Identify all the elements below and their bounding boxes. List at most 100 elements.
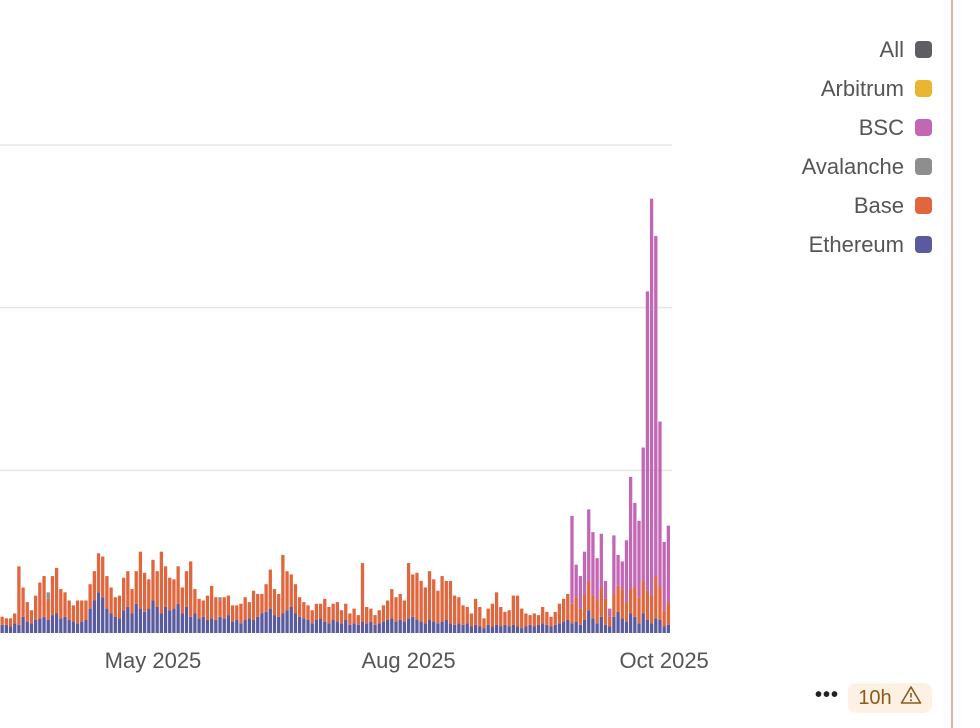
bar-segment-base[interactable]: [151, 559, 155, 601]
bar-stack[interactable]: [398, 593, 402, 633]
bar-stack[interactable]: [520, 608, 524, 633]
bar-segment-base[interactable]: [205, 595, 210, 620]
bar-segment-base[interactable]: [67, 600, 71, 620]
bar-stack[interactable]: [75, 600, 80, 633]
bar-stack[interactable]: [524, 613, 528, 633]
bar-stack[interactable]: [235, 605, 239, 633]
bar-segment-base[interactable]: [444, 580, 448, 620]
bar-segment-base[interactable]: [511, 595, 515, 625]
bar-stack[interactable]: [494, 592, 499, 633]
bar-segment-ethereum[interactable]: [415, 619, 419, 633]
bar-segment-base[interactable]: [75, 600, 80, 624]
bar-stack[interactable]: [126, 571, 130, 633]
bar-stack[interactable]: [427, 571, 432, 633]
bar-segment-ethereum[interactable]: [42, 616, 46, 633]
bar-segment-base[interactable]: [515, 595, 520, 627]
bar-segment-ethereum[interactable]: [105, 608, 109, 633]
bar-stack[interactable]: [138, 551, 143, 633]
bar-stack[interactable]: [218, 597, 222, 633]
bar-segment-base[interactable]: [163, 566, 168, 607]
bar-segment-ethereum[interactable]: [637, 623, 641, 633]
bar-segment-base[interactable]: [302, 602, 306, 619]
bar-stack[interactable]: [545, 611, 549, 633]
bar-segment-ethereum[interactable]: [239, 623, 243, 633]
bar-segment-ethereum[interactable]: [448, 623, 453, 633]
bar-segment-ethereum[interactable]: [159, 613, 164, 633]
bar-segment-ethereum[interactable]: [59, 618, 63, 633]
bar-segment-ethereum[interactable]: [457, 623, 461, 633]
bar-segment-base[interactable]: [528, 615, 532, 625]
legend-item-ethereum[interactable]: Ethereum: [809, 225, 932, 264]
bar-stack[interactable]: [151, 559, 155, 633]
bar-stack[interactable]: [243, 597, 247, 633]
bar-segment-ethereum[interactable]: [8, 626, 13, 633]
bar-segment-base[interactable]: [222, 597, 226, 619]
bar-segment-ethereum[interactable]: [92, 600, 96, 633]
bar-stack[interactable]: [658, 421, 662, 633]
bar-segment-base[interactable]: [616, 585, 620, 612]
bar-stack[interactable]: [264, 584, 268, 633]
bar-stack[interactable]: [507, 610, 511, 633]
bar-segment-ethereum[interactable]: [289, 606, 293, 633]
bar-segment-ethereum[interactable]: [176, 603, 180, 633]
bar-segment-ethereum[interactable]: [54, 613, 59, 633]
bar-stack[interactable]: [448, 580, 453, 633]
bar-segment-ethereum[interactable]: [503, 624, 507, 633]
bar-stack[interactable]: [54, 567, 59, 633]
bar-segment-ethereum[interactable]: [155, 606, 159, 633]
bar-segment-base[interactable]: [482, 618, 486, 629]
bar-segment-base[interactable]: [344, 603, 348, 620]
bar-segment-ethereum[interactable]: [218, 616, 222, 633]
bar-segment-base[interactable]: [411, 574, 415, 617]
legend-item-avalanche[interactable]: Avalanche: [802, 147, 932, 186]
bar-segment-ethereum[interactable]: [641, 613, 645, 633]
bar-segment-ethereum[interactable]: [256, 616, 260, 633]
legend-item-all[interactable]: All: [880, 30, 932, 69]
bar-stack[interactable]: [59, 589, 63, 633]
bar-segment-base[interactable]: [126, 571, 130, 607]
bar-segment-base[interactable]: [394, 597, 398, 622]
bar-segment-base[interactable]: [63, 592, 67, 617]
bar-stack[interactable]: [473, 598, 478, 633]
bar-segment-base[interactable]: [465, 606, 469, 624]
bar-segment-base[interactable]: [524, 613, 528, 627]
bar-segment-ethereum[interactable]: [658, 619, 662, 633]
bar-segment-bsc[interactable]: [612, 535, 616, 594]
bar-stack[interactable]: [582, 551, 587, 633]
bar-segment-base[interactable]: [532, 613, 536, 627]
bar-stack[interactable]: [21, 587, 25, 633]
bar-segment-base[interactable]: [54, 567, 59, 614]
bar-segment-base[interactable]: [13, 613, 17, 624]
bar-segment-ethereum[interactable]: [210, 618, 214, 633]
bar-segment-ethereum[interactable]: [189, 616, 193, 633]
bar-stack[interactable]: [323, 598, 327, 633]
bar-segment-base[interactable]: [214, 597, 218, 620]
bar-stack[interactable]: [553, 611, 557, 633]
bar-segment-base[interactable]: [306, 605, 310, 620]
bar-segment-base[interactable]: [582, 593, 587, 620]
bar-stack[interactable]: [88, 584, 92, 633]
bar-segment-ethereum[interactable]: [402, 621, 407, 633]
bar-stack[interactable]: [369, 608, 373, 633]
bar-segment-bsc[interactable]: [603, 580, 608, 599]
bar-segment-base[interactable]: [239, 603, 243, 624]
bar-segment-bsc[interactable]: [578, 576, 583, 609]
bar-segment-base[interactable]: [499, 606, 503, 627]
bar-segment-base[interactable]: [235, 605, 239, 620]
bar-segment-ethereum[interactable]: [109, 613, 113, 633]
bar-stack[interactable]: [297, 597, 302, 633]
bar-segment-ethereum[interactable]: [21, 616, 25, 633]
bar-stack[interactable]: [490, 603, 495, 633]
bar-segment-base[interactable]: [553, 611, 557, 625]
bar-segment-base[interactable]: [612, 593, 616, 617]
bar-segment-base[interactable]: [662, 610, 666, 627]
bar-segment-base[interactable]: [251, 590, 256, 620]
bar-segment-ethereum[interactable]: [277, 616, 281, 633]
bar-segment-ethereum[interactable]: [385, 619, 390, 633]
bar-segment-ethereum[interactable]: [251, 619, 256, 633]
bar-stack[interactable]: [478, 606, 482, 633]
bar-segment-ethereum[interactable]: [172, 608, 176, 633]
bar-stack[interactable]: [654, 236, 658, 633]
bar-stack[interactable]: [230, 605, 235, 633]
bar-segment-ethereum[interactable]: [260, 613, 264, 633]
